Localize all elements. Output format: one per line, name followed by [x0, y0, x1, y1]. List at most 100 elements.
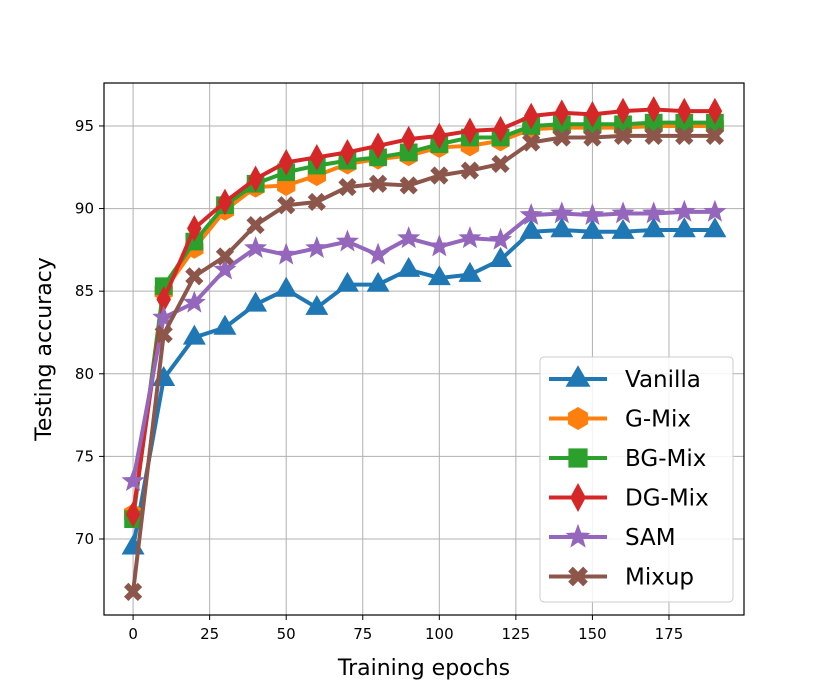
- data-point-vanilla: [182, 324, 206, 345]
- data-point-dg-mix: [646, 96, 661, 123]
- x-tick-label: 50: [277, 625, 296, 643]
- data-point-dg-mix: [493, 115, 508, 143]
- data-point-sam: [244, 236, 268, 259]
- data-point-vanilla: [489, 247, 513, 267]
- data-point-vanilla: [335, 271, 359, 292]
- data-point-dg-mix: [432, 122, 447, 150]
- x-tick-label: 100: [425, 625, 454, 643]
- x-tick-label: 75: [353, 625, 372, 643]
- data-point-vanilla: [427, 265, 451, 286]
- data-point-sam: [427, 234, 451, 257]
- legend-marker-bg-mix: [568, 448, 588, 468]
- legend-label-vanilla: Vanilla: [625, 367, 701, 393]
- data-point-sam: [488, 227, 513, 250]
- data-point-vanilla: [550, 217, 574, 238]
- y-tick-label: 85: [75, 282, 94, 300]
- data-point-dg-mix: [217, 188, 233, 216]
- data-point-vanilla: [305, 294, 329, 315]
- data-point-sam: [580, 203, 604, 226]
- data-point-dg-mix: [677, 97, 692, 125]
- data-point-vanilla: [274, 276, 298, 297]
- data-point-sam: [611, 201, 635, 224]
- legend-marker-dg-mix: [570, 483, 586, 512]
- x-tick-label: 0: [128, 625, 138, 643]
- data-point-mixup: [644, 126, 663, 145]
- data-point-mixup: [552, 128, 571, 147]
- legend: Vanilla G-Mix BG-Mix DG-Mix SAM Mixup: [539, 356, 734, 603]
- x-tick-label: 125: [502, 625, 531, 643]
- data-point-dg-mix: [462, 117, 478, 145]
- x-axis-label: Training epochs: [337, 656, 510, 681]
- series-layer: [121, 96, 727, 601]
- data-point-sam: [213, 257, 237, 280]
- plot-frame: [103, 82, 745, 616]
- y-tick-label: 90: [75, 200, 94, 218]
- legend-marker-g-mix: [568, 407, 588, 430]
- data-point-sam: [305, 236, 329, 259]
- data-point-mixup: [307, 192, 326, 212]
- data-point-sam: [152, 305, 176, 328]
- data-point-dg-mix: [278, 148, 294, 176]
- legend-marker-sam: [565, 523, 591, 548]
- y-tick-label: 95: [75, 117, 94, 135]
- data-point-sam: [182, 290, 206, 313]
- x-tick-label: 150: [578, 625, 607, 643]
- y-tick-label: 75: [75, 447, 94, 465]
- data-point-dg-mix: [615, 97, 631, 125]
- data-point-dg-mix: [370, 132, 386, 160]
- data-point-mixup: [583, 128, 602, 147]
- legend-label-sam: SAM: [625, 525, 676, 551]
- legend-label-mixup: Mixup: [625, 565, 694, 591]
- data-point-mixup: [185, 267, 204, 286]
- data-point-vanilla: [458, 261, 482, 282]
- data-point-sam: [397, 226, 421, 249]
- data-point-sam: [366, 242, 390, 265]
- data-point-mixup: [123, 582, 143, 601]
- data-point-vanilla: [672, 217, 696, 238]
- data-point-mixup: [154, 325, 173, 344]
- data-point-mixup: [215, 247, 235, 266]
- data-point-vanilla: [642, 217, 666, 238]
- data-point-vanilla: [580, 218, 604, 239]
- y-axis-label: Testing accuracy: [32, 257, 57, 442]
- data-point-vanilla: [519, 218, 543, 239]
- data-point-mixup: [675, 126, 694, 145]
- data-point-sam: [519, 203, 543, 226]
- x-tick-label: 175: [655, 625, 684, 643]
- data-point-mixup: [522, 133, 541, 152]
- data-point-mixup: [460, 161, 480, 180]
- data-point-dg-mix: [585, 101, 600, 128]
- data-point-dg-mix: [707, 97, 723, 125]
- data-point-sam: [550, 201, 574, 224]
- data-point-mixup: [613, 126, 633, 145]
- data-point-sam: [642, 201, 666, 224]
- data-point-dg-mix: [187, 215, 202, 242]
- legend-marker-mixup: [568, 566, 588, 587]
- data-point-mixup: [399, 176, 418, 195]
- data-point-vanilla: [397, 256, 421, 277]
- x-tick-label: 25: [200, 625, 219, 643]
- data-point-mixup: [705, 126, 725, 145]
- data-point-dg-mix: [340, 139, 355, 166]
- data-point-dg-mix: [309, 143, 325, 171]
- data-point-sam: [672, 199, 696, 222]
- legend-label-g-mix: G-Mix: [625, 407, 691, 433]
- data-point-vanilla: [703, 217, 727, 238]
- data-point-sam: [335, 229, 360, 252]
- legend-label-bg-mix: BG-Mix: [625, 446, 706, 472]
- tick-layer: 0 25 50 75 100 125 150 175 70 75 80 85 90 95: [75, 117, 683, 643]
- data-point-vanilla: [213, 314, 237, 335]
- data-point-dg-mix: [401, 125, 416, 153]
- data-point-mixup: [338, 177, 357, 197]
- legend-marker-vanilla: [565, 365, 591, 387]
- data-point-dg-mix: [125, 500, 141, 528]
- data-point-sam: [274, 242, 298, 265]
- data-point-sam: [703, 199, 727, 222]
- data-point-vanilla: [244, 291, 268, 312]
- legend-label-dg-mix: DG-Mix: [625, 486, 709, 512]
- data-point-mixup: [491, 154, 510, 174]
- data-point-mixup: [368, 174, 388, 193]
- data-point-mixup: [246, 215, 265, 235]
- y-tick-label: 70: [75, 530, 94, 548]
